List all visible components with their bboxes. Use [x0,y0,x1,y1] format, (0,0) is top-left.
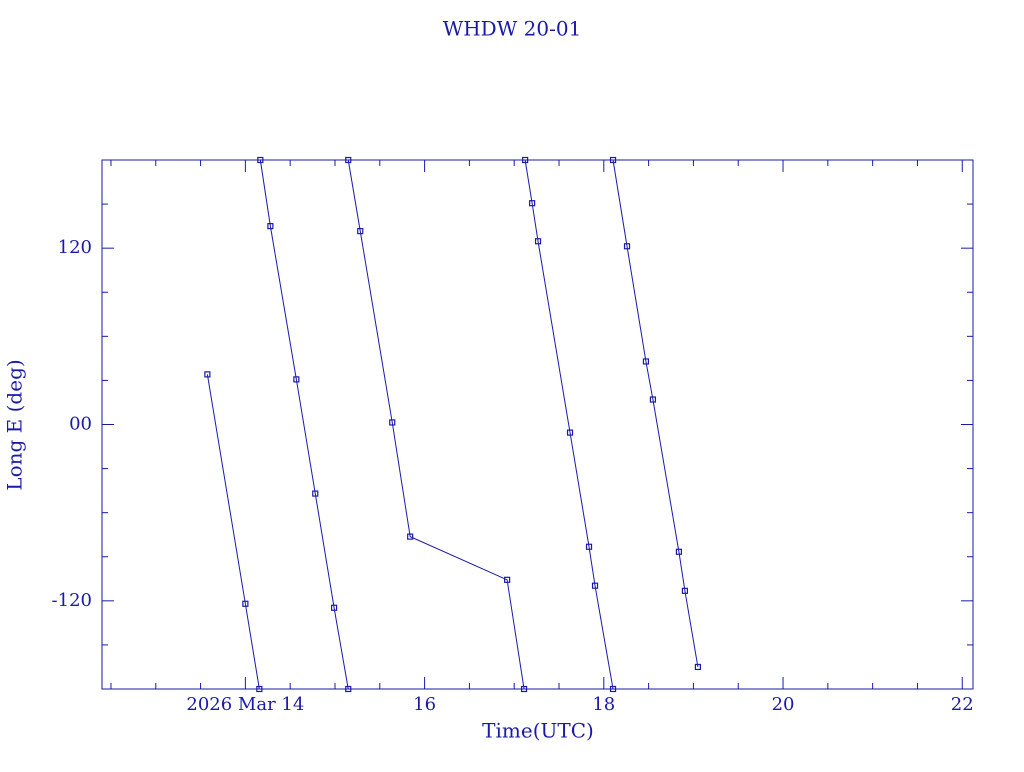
data-point [522,156,529,164]
data-point [623,243,631,250]
y-axis-label: Long E (deg) [3,359,27,490]
y-tick-label: 120 [58,237,92,258]
data-point [256,685,263,693]
y-tick-label: 00 [69,414,92,435]
data-point [681,587,689,594]
x-axis-label: Time(UTC) [482,719,594,743]
data-point [520,685,528,693]
data-point [330,604,338,611]
data-point [312,490,319,497]
data-point [204,371,211,378]
data-point [609,685,617,693]
data-point [675,548,683,555]
data-point [293,376,300,383]
data-point [694,663,702,671]
data-point [566,429,574,436]
data-point [345,156,352,164]
x-tick-label: 2026 Mar 14 [186,694,304,715]
data-point [389,419,396,426]
data-point [242,600,249,607]
data-point [357,228,364,235]
y-tick-label: -120 [52,590,92,611]
x-tick-label: 16 [413,694,436,715]
data-point [257,156,264,164]
chart-title: WHDW 20-01 [443,17,582,41]
data-point [534,238,542,245]
data-point [267,223,274,230]
x-tick-label: 18 [592,694,615,715]
data-point [642,358,650,365]
data-point [649,396,657,403]
data-line [206,159,699,690]
data-point [345,685,352,693]
data-point [504,576,511,583]
data-point [585,543,593,550]
data-point [609,156,617,164]
x-tick-label: 22 [951,694,974,715]
data-point [407,533,414,540]
data-point [591,582,599,589]
x-tick-label: 20 [772,694,795,715]
data-point [529,200,536,207]
